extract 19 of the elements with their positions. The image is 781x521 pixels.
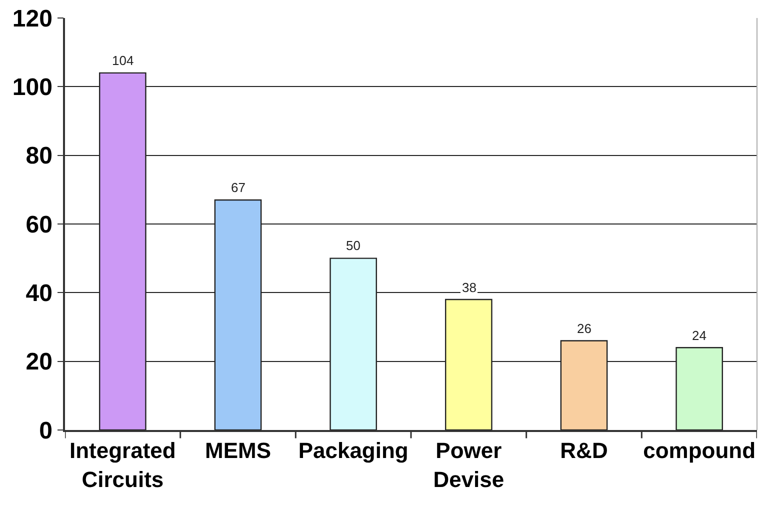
data-label: 38 — [462, 280, 476, 295]
y-tick-label: 0 — [39, 417, 52, 444]
y-tick-label: 40 — [26, 280, 52, 308]
y-tick-label: 100 — [12, 74, 52, 102]
x-tick-label: Integrated Circuits — [69, 438, 176, 492]
y-tick-label: 80 — [26, 142, 52, 170]
y-tick-label: 60 — [26, 211, 52, 238]
y-tick-label: 20 — [26, 348, 52, 376]
x-tick-label: MEMS — [205, 438, 271, 464]
y-tick-label: 120 — [12, 5, 52, 32]
x-tick-label: compound — [643, 438, 756, 464]
data-label: 67 — [231, 180, 246, 195]
x-tick-label: Packaging — [298, 438, 408, 464]
data-label: 26 — [577, 321, 592, 336]
data-label: 104 — [112, 53, 134, 68]
x-tick-label: R&D — [560, 438, 608, 464]
data-label: 24 — [692, 328, 706, 343]
x-tick-label: Power Devise — [433, 438, 504, 492]
data-label: 50 — [346, 238, 360, 253]
